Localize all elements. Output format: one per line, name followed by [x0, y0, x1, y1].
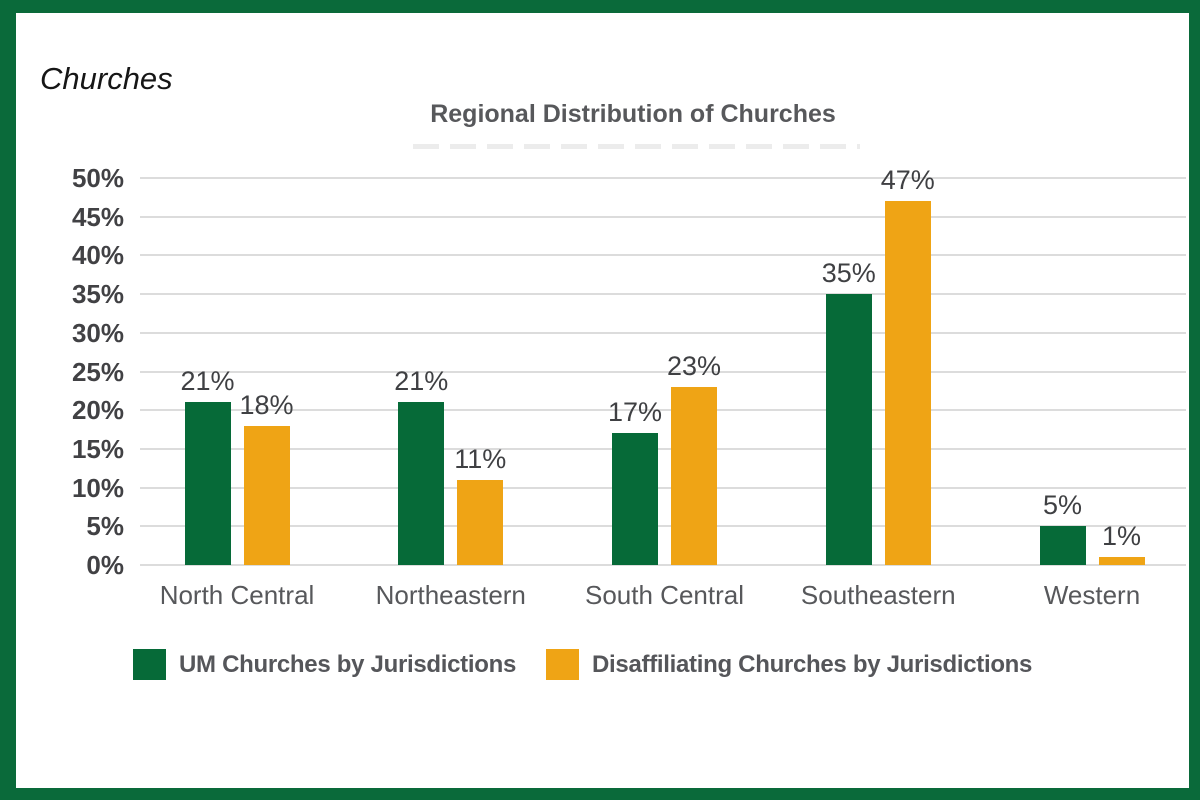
- legend-label: Disaffiliating Churches by Jurisdictions: [592, 651, 1033, 678]
- bar-disaffiliating-churches: [884, 201, 931, 565]
- bar-value-label: 18%: [239, 389, 294, 420]
- gridline: [140, 370, 1186, 373]
- bar-disaffiliating-churches: [457, 479, 504, 565]
- bar-value-label: 35%: [821, 258, 876, 289]
- y-axis-tick-label: 15%: [71, 433, 124, 464]
- bar-um-churches: [612, 433, 658, 565]
- y-axis-tick-label: 20%: [71, 395, 124, 426]
- bar-value-label: 11%: [454, 443, 507, 474]
- y-axis-tick-label: 40%: [71, 240, 124, 271]
- gridline: [140, 177, 1186, 179]
- x-axis-category-label: North Central: [159, 580, 315, 610]
- bar-um-churches: [184, 402, 231, 565]
- bar-disaffiliating-churches: [243, 425, 290, 565]
- y-axis-tick-label: 10%: [71, 472, 124, 503]
- chart-title: Regional Distribution of Churches: [430, 100, 836, 128]
- bar-um-churches: [825, 294, 872, 565]
- title-underline-decoration: [413, 144, 860, 149]
- bar-value-label: 17%: [607, 397, 663, 428]
- y-axis-tick-label: 45%: [71, 201, 124, 232]
- gridline: [140, 525, 1186, 528]
- x-axis-category-label: Northeastern: [375, 580, 526, 610]
- y-axis-tick-label: 0%: [86, 550, 124, 580]
- legend-label: UM Churches by Jurisdictions: [179, 651, 516, 678]
- gridline: [140, 564, 1186, 566]
- gridline: [140, 447, 1186, 450]
- legend-swatch: [546, 649, 579, 680]
- x-axis-category-label: Southeastern: [800, 580, 956, 610]
- bar-value-label: 47%: [880, 165, 935, 196]
- bar-value-label: 1%: [1101, 521, 1142, 552]
- y-axis-tick-label: 30%: [71, 317, 124, 348]
- y-axis-tick-label: 50%: [71, 163, 124, 193]
- bar-um-churches: [398, 402, 445, 565]
- bar-value-label: 21%: [394, 366, 449, 397]
- gridline: [140, 331, 1186, 334]
- bar-value-label: 21%: [180, 366, 235, 397]
- page-title: Churches: [40, 61, 173, 96]
- legend-item: Disaffiliating Churches by Jurisdictions: [546, 649, 1032, 680]
- legend-swatch: [133, 649, 166, 680]
- bar-value-label: 23%: [666, 350, 722, 381]
- bar-disaffiliating-churches: [671, 386, 717, 565]
- gridline: [140, 409, 1186, 412]
- x-axis-category-label: Western: [1043, 580, 1141, 610]
- legend-item: UM Churches by Jurisdictions: [133, 649, 516, 680]
- gridline: [140, 215, 1186, 218]
- gridline: [140, 254, 1186, 257]
- bar-value-label: 5%: [1042, 490, 1083, 521]
- y-axis-tick-label: 5%: [86, 511, 124, 542]
- gridline: [140, 293, 1186, 296]
- chart-legend: UM Churches by Jurisdictions Disaffiliati…: [133, 649, 1032, 680]
- bar-um-churches: [1039, 526, 1086, 565]
- gridline: [140, 486, 1186, 489]
- bar-disaffiliating-churches: [1098, 557, 1145, 565]
- y-axis-tick-label: 25%: [71, 356, 124, 387]
- y-axis-tick-label: 35%: [71, 279, 124, 310]
- x-axis-category-label: South Central: [585, 580, 744, 610]
